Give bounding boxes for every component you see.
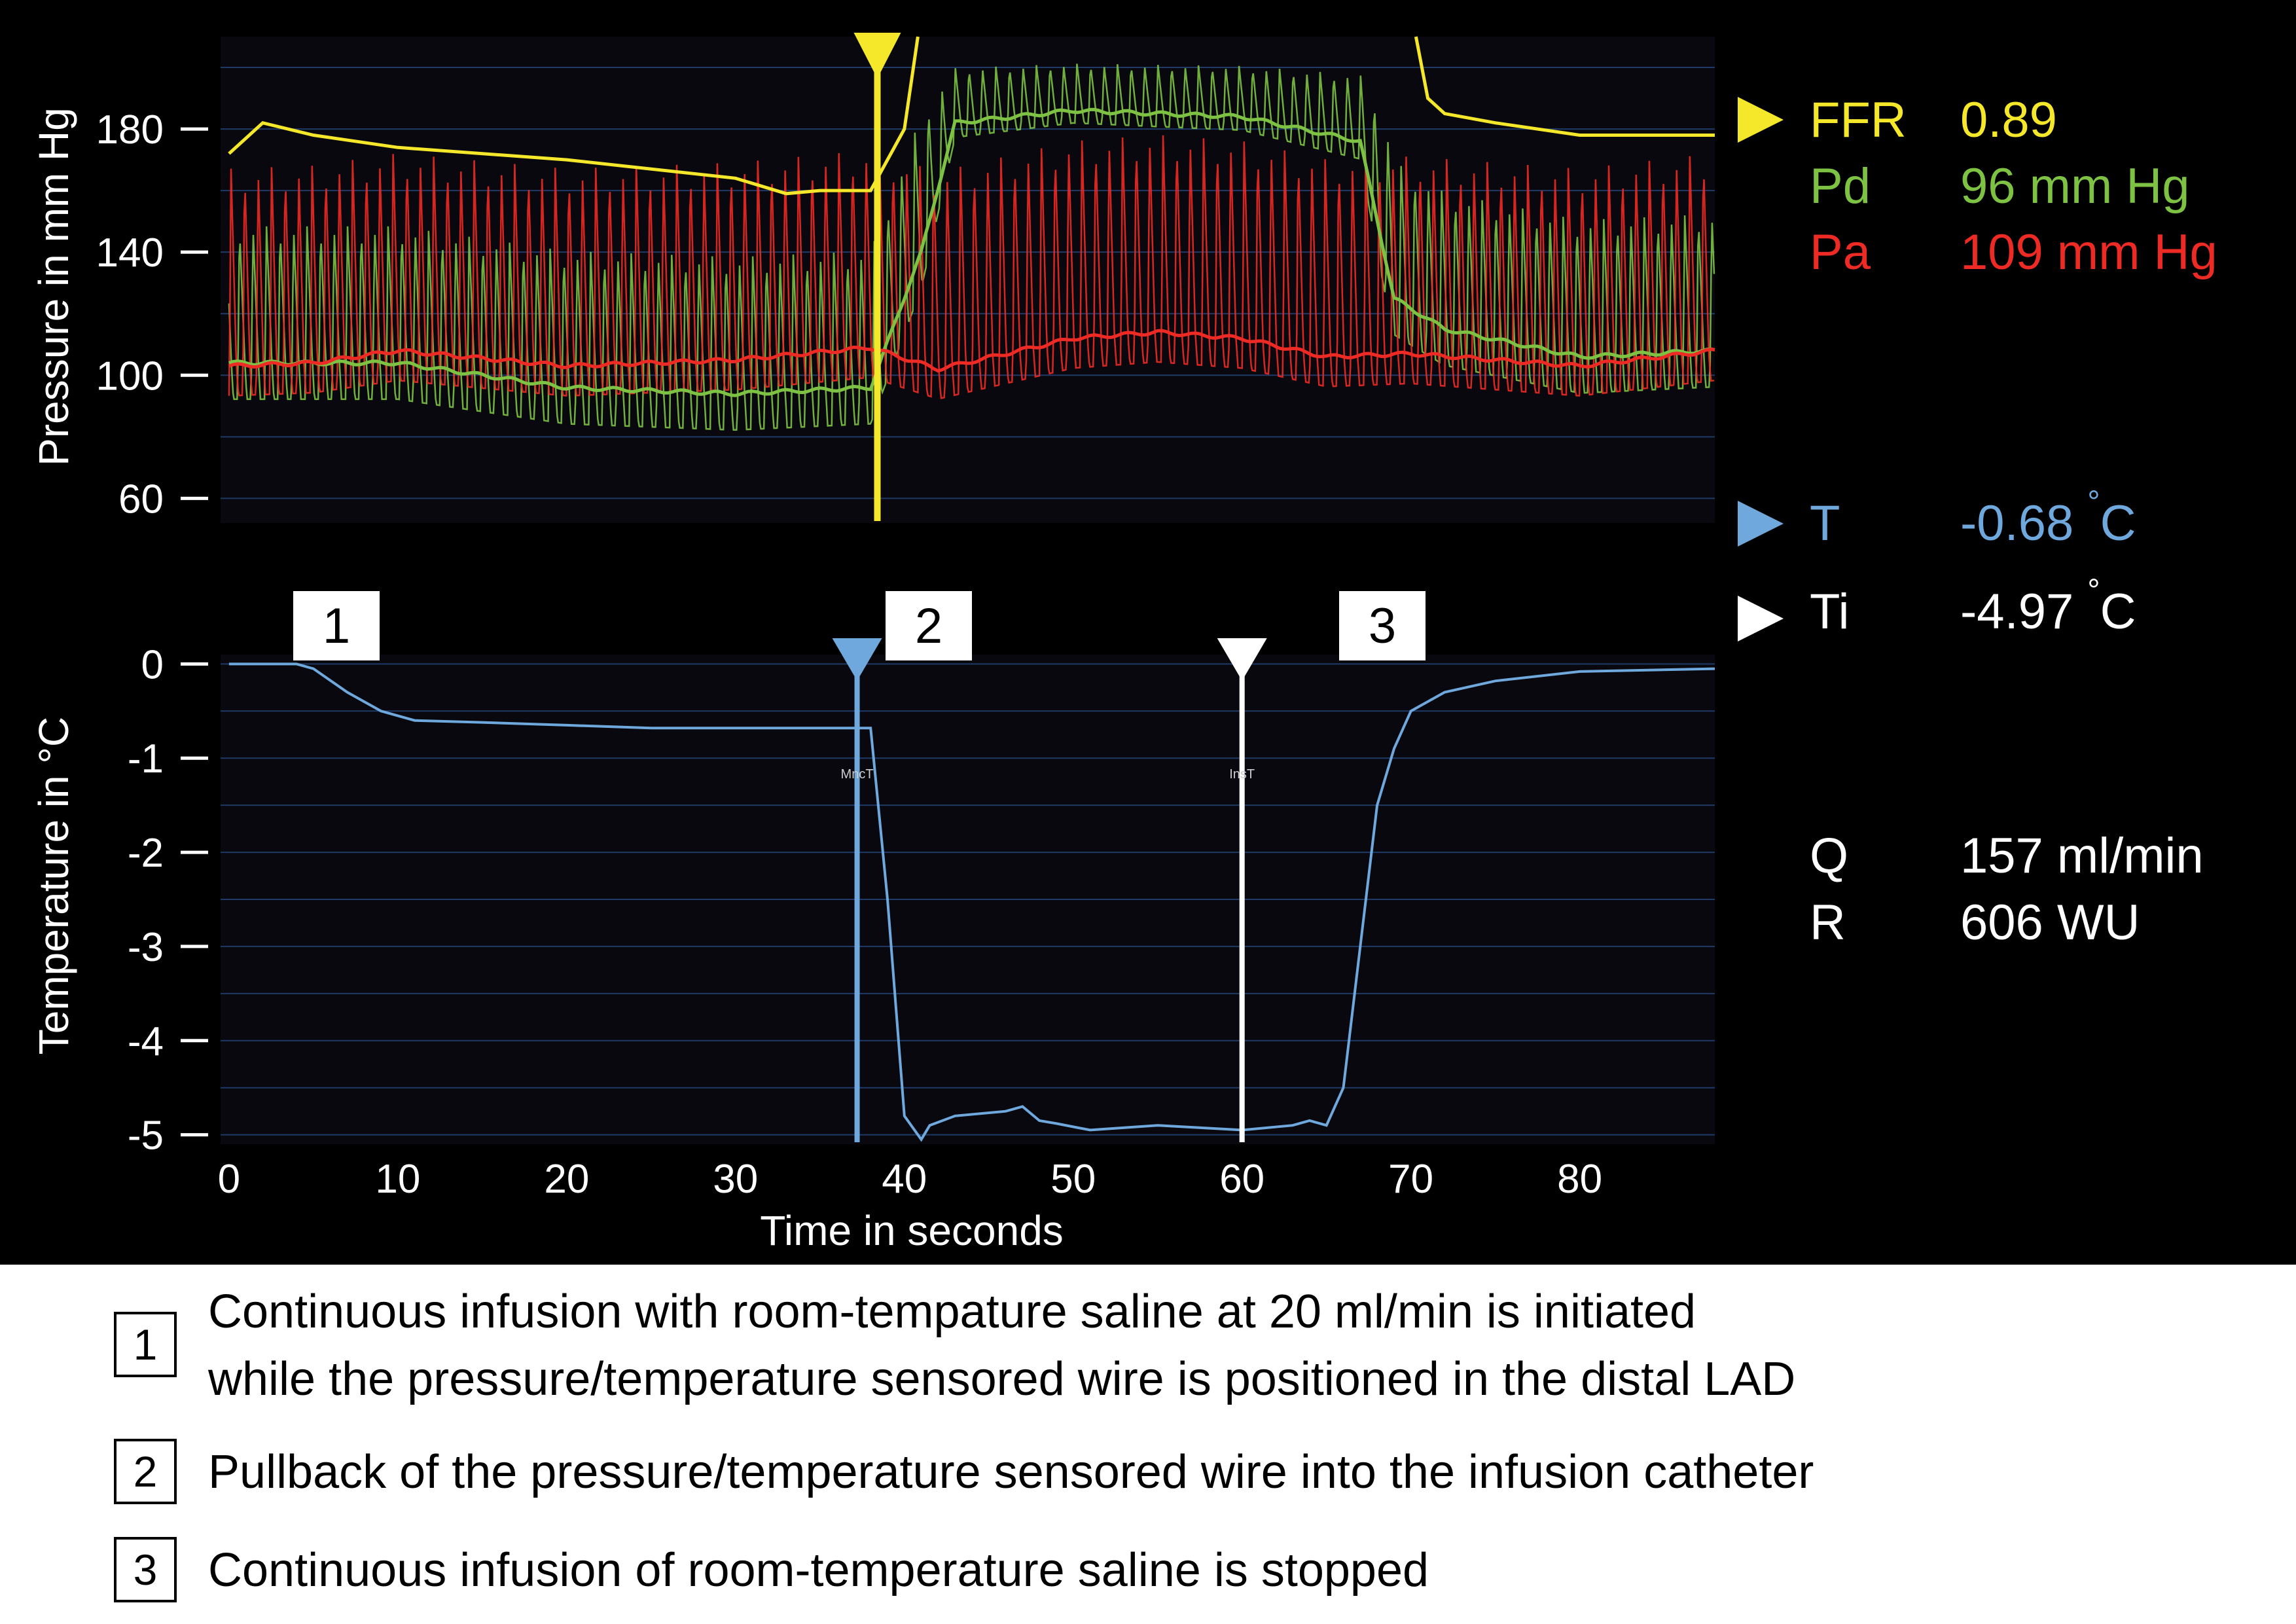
note-text-line: Continuous infusion of room-temperature … <box>208 1544 1429 1597</box>
x-tick-label: 0 <box>218 1157 240 1202</box>
ffr-marker-icon <box>1738 97 1784 143</box>
x-tick-label: 60 <box>1219 1157 1265 1202</box>
mnct-marker-label: MncT <box>841 767 874 782</box>
mnct-marker-triangle <box>832 638 882 681</box>
temperature-tick-label: -1 <box>128 736 164 782</box>
note-number-box: 1 <box>114 1312 177 1377</box>
note-text-line: Pullback of the pressure/temperature sen… <box>208 1446 1814 1498</box>
pd-mean-line <box>228 107 1715 397</box>
ffr-line <box>228 36 920 196</box>
time-x-ticks: 0 10 20 30 40 50 60 70 80 <box>218 1157 1602 1202</box>
chart-canvas: 180 140 100 60 0 -1 -2 -3 -4 -5 0 10 20 30 40 50 60 70 8… <box>30 33 1715 1254</box>
ti-value: -4.97 °C <box>1960 573 2136 643</box>
pa-label: Pa <box>1810 225 1871 280</box>
t-value-number: -0.68 <box>1960 496 2074 551</box>
chart-markers: MncT InsT <box>832 33 1267 1142</box>
pa-pulse-line <box>228 135 1715 399</box>
t-line <box>228 662 1715 1142</box>
temperature-tick-label: -2 <box>128 831 164 876</box>
x-tick-label: 20 <box>544 1157 589 1202</box>
note-number-box: 3 <box>114 1537 177 1602</box>
temperature-tick-label: -3 <box>128 925 164 970</box>
r-label: R <box>1810 895 1846 950</box>
q-label: Q <box>1810 828 1849 884</box>
x-tick-label: 40 <box>882 1157 927 1202</box>
note-text-line: while the pressure/temperature sensored … <box>208 1353 1796 1405</box>
x-tick-label: 30 <box>713 1157 758 1202</box>
q-value: 157 ml/min <box>1960 828 2204 884</box>
pa-mean-line <box>228 329 1715 373</box>
pd-value: 96 mm Hg <box>1960 158 2190 214</box>
temperature-y-ticks: 0 -1 -2 -3 -4 -5 <box>128 642 208 1159</box>
pd-label: Pd <box>1810 158 1871 214</box>
inst-marker-triangle <box>1217 638 1267 681</box>
ffr-line-segment-2 <box>1414 36 1715 137</box>
note-number-box: 2 <box>114 1439 177 1504</box>
temperature-tick-label: -4 <box>128 1019 164 1064</box>
phase-marker-2: 2 <box>886 591 972 660</box>
inst-marker-label: InsT <box>1229 767 1255 782</box>
ti-label: Ti <box>1810 584 1850 640</box>
pressure-y-ticks: 180 140 100 60 <box>96 107 208 522</box>
note-text-line: Continuous infusion with room-tempature … <box>208 1286 1696 1338</box>
temperature-y-axis-label: Temperature in °C <box>30 717 77 1055</box>
x-tick-label: 70 <box>1388 1157 1433 1202</box>
ti-unit: C <box>2100 584 2136 640</box>
temperature-tick-label: -5 <box>128 1113 164 1159</box>
phase-marker-1: 1 <box>293 591 380 660</box>
r-value: 606 WU <box>1960 895 2140 950</box>
x-axis-label: Time in seconds <box>760 1207 1064 1254</box>
ti-degree: ° <box>2087 573 2100 608</box>
pressure-tick-label: 60 <box>118 477 164 522</box>
temperature-grid <box>221 663 1715 1136</box>
phase-marker-3: 3 <box>1339 591 1426 660</box>
pressure-tick-label: 100 <box>96 353 164 399</box>
pressure-series <box>228 36 1715 431</box>
ffr-label: FFR <box>1810 92 1907 148</box>
ffr-marker-triangle <box>853 33 901 79</box>
monitor-display: 180 140 100 60 0 -1 -2 -3 -4 -5 0 10 20 30 40 50 60 70 8… <box>0 0 2296 1265</box>
t-marker-icon <box>1738 501 1784 547</box>
pressure-y-axis-label: Pressure in mm Hg <box>30 107 77 466</box>
x-tick-label: 10 <box>375 1157 420 1202</box>
pressure-tick-label: 180 <box>96 107 164 153</box>
t-value: -0.68 °C <box>1960 485 2136 555</box>
temperature-series <box>228 662 1715 1142</box>
t-degree: ° <box>2087 485 2100 520</box>
pressure-tick-label: 140 <box>96 230 164 276</box>
notes-legend: 1 Continuous infusion with room-tempatur… <box>0 1265 2296 1624</box>
t-label: T <box>1810 496 1840 551</box>
pa-value: 109 mm Hg <box>1960 225 2217 280</box>
ffr-value: 0.89 <box>1960 92 2057 148</box>
temperature-tick-label: 0 <box>141 642 164 687</box>
t-unit: C <box>2100 496 2136 551</box>
ti-value-number: -4.97 <box>1960 584 2074 640</box>
x-tick-label: 80 <box>1557 1157 1602 1202</box>
x-tick-label: 50 <box>1050 1157 1096 1202</box>
ti-marker-icon <box>1738 596 1784 641</box>
